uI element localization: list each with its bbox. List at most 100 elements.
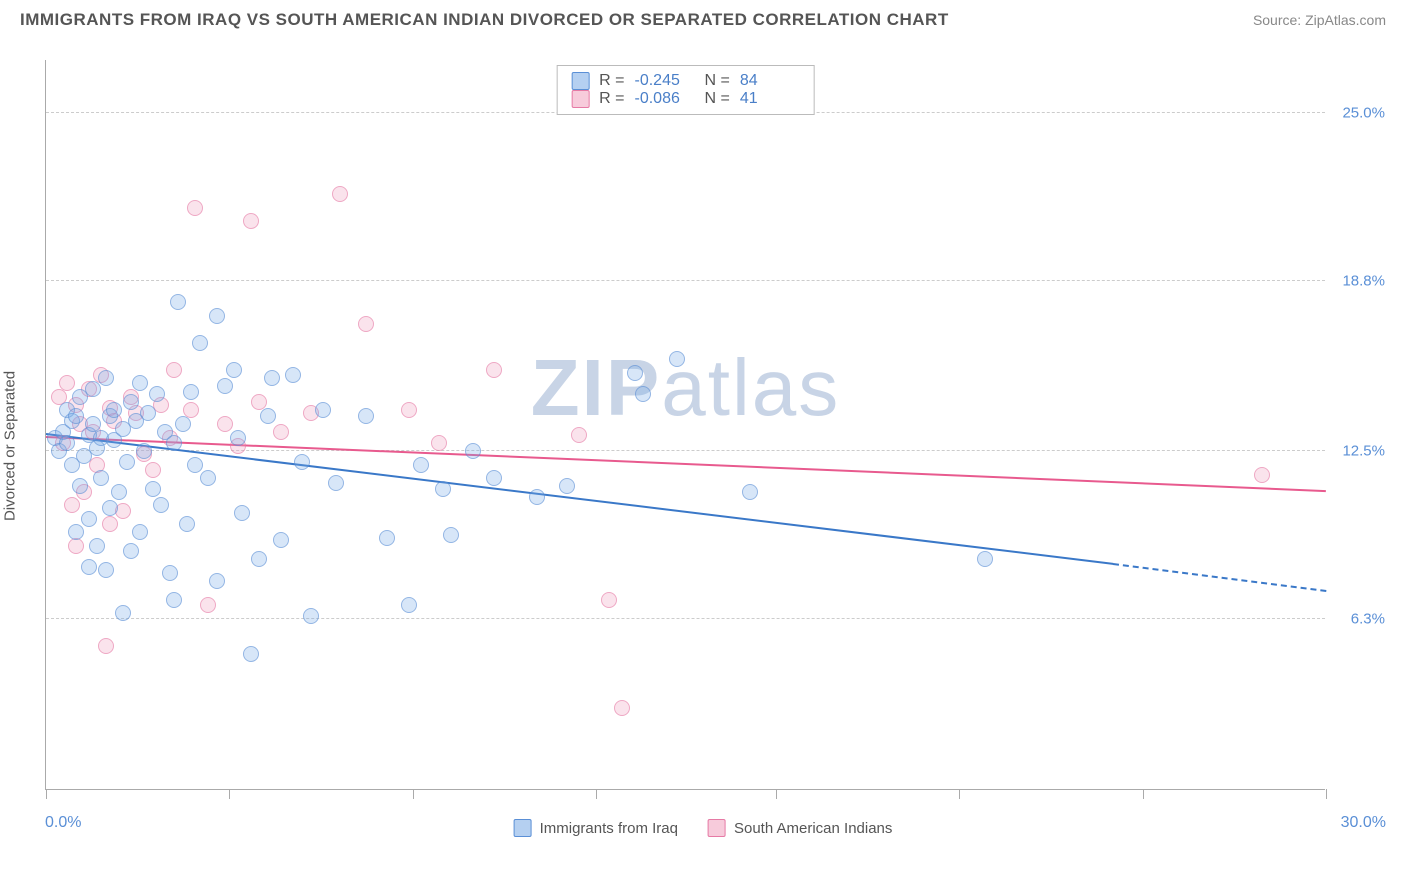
data-point-blue [200, 470, 216, 486]
data-point-blue [162, 565, 178, 581]
x-tick [1326, 789, 1327, 799]
x-tick [1143, 789, 1144, 799]
legend-item-blue: Immigrants from Iraq [514, 819, 678, 837]
data-point-blue [132, 524, 148, 540]
legend-stats: R = -0.245 N = 84 R = -0.086 N = 41 [556, 65, 815, 115]
data-point-blue [192, 335, 208, 351]
data-point-blue [123, 394, 139, 410]
data-point-blue [635, 386, 651, 402]
x-tick [413, 789, 414, 799]
data-point-blue [179, 516, 195, 532]
pink-n-value: 41 [740, 90, 800, 108]
gridline [46, 280, 1325, 281]
data-point-blue [294, 454, 310, 470]
data-point-blue [59, 435, 75, 451]
data-point-blue [230, 430, 246, 446]
data-point-blue [260, 408, 276, 424]
data-point-blue [85, 381, 101, 397]
chart-title: IMMIGRANTS FROM IRAQ VS SOUTH AMERICAN I… [20, 10, 949, 30]
data-point-blue [358, 408, 374, 424]
data-point-blue [217, 378, 233, 394]
data-point-pink [102, 516, 118, 532]
data-point-blue [234, 505, 250, 521]
data-point-blue [68, 408, 84, 424]
data-point-blue [529, 489, 545, 505]
regression-line [46, 433, 1113, 565]
data-point-blue [486, 470, 502, 486]
data-point-blue [102, 500, 118, 516]
data-point-blue [136, 443, 152, 459]
data-point-blue [89, 538, 105, 554]
swatch-pink [571, 90, 589, 108]
data-point-pink [401, 402, 417, 418]
data-point-blue [443, 527, 459, 543]
regression-line-dashed [1113, 563, 1327, 592]
data-point-pink [431, 435, 447, 451]
data-point-pink [332, 186, 348, 202]
data-point-blue [98, 562, 114, 578]
data-point-pink [145, 462, 161, 478]
legend-label-blue: Immigrants from Iraq [540, 820, 678, 837]
data-point-pink [243, 213, 259, 229]
x-tick [596, 789, 597, 799]
data-point-blue [264, 370, 280, 386]
data-point-pink [571, 427, 587, 443]
x-axis-start: 0.0% [45, 814, 81, 832]
data-point-blue [285, 367, 301, 383]
y-tick-label: 25.0% [1330, 105, 1385, 122]
data-point-blue [166, 592, 182, 608]
data-point-pink [187, 200, 203, 216]
data-point-blue [742, 484, 758, 500]
data-point-blue [669, 351, 685, 367]
data-point-blue [183, 384, 199, 400]
swatch-blue-icon [514, 819, 532, 837]
data-point-pink [358, 316, 374, 332]
watermark: ZIPatlas [531, 342, 840, 434]
data-point-blue [140, 405, 156, 421]
data-point-blue [328, 475, 344, 491]
data-point-blue [115, 605, 131, 621]
data-point-blue [226, 362, 242, 378]
data-point-pink [273, 424, 289, 440]
data-point-blue [559, 478, 575, 494]
data-point-pink [486, 362, 502, 378]
data-point-pink [601, 592, 617, 608]
data-point-blue [72, 478, 88, 494]
data-point-blue [149, 386, 165, 402]
x-axis-end: 30.0% [1341, 814, 1386, 832]
data-point-blue [153, 497, 169, 513]
x-tick [959, 789, 960, 799]
pink-r-value: -0.086 [635, 90, 695, 108]
data-point-blue [303, 608, 319, 624]
data-point-pink [217, 416, 233, 432]
chart-source: Source: ZipAtlas.com [1253, 12, 1386, 28]
data-point-blue [93, 470, 109, 486]
data-point-blue [627, 365, 643, 381]
data-point-pink [200, 597, 216, 613]
data-point-blue [465, 443, 481, 459]
data-point-blue [315, 402, 331, 418]
data-point-blue [175, 416, 191, 432]
data-point-pink [1254, 467, 1270, 483]
data-point-blue [68, 524, 84, 540]
chart-header: IMMIGRANTS FROM IRAQ VS SOUTH AMERICAN I… [0, 0, 1406, 35]
legend-row-blue: R = -0.245 N = 84 [571, 72, 800, 90]
data-point-blue [243, 646, 259, 662]
legend-label-pink: South American Indians [734, 820, 892, 837]
legend-series: Immigrants from Iraq South American Indi… [514, 819, 893, 837]
data-point-pink [98, 638, 114, 654]
data-point-blue [187, 457, 203, 473]
data-point-blue [132, 375, 148, 391]
data-point-pink [166, 362, 182, 378]
data-point-pink [59, 375, 75, 391]
blue-r-value: -0.245 [635, 72, 695, 90]
y-tick-label: 12.5% [1330, 443, 1385, 460]
swatch-pink-icon [708, 819, 726, 837]
data-point-blue [123, 543, 139, 559]
data-point-blue [413, 457, 429, 473]
y-tick-label: 6.3% [1330, 610, 1385, 627]
x-tick [776, 789, 777, 799]
scatter-chart: ZIPatlas R = -0.245 N = 84 R = -0.086 N … [45, 60, 1325, 790]
data-point-blue [379, 530, 395, 546]
data-point-blue [401, 597, 417, 613]
